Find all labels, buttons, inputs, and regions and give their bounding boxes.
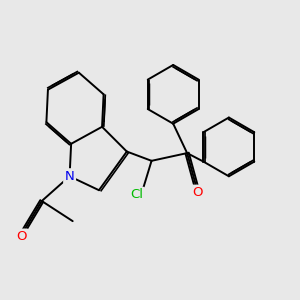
Text: N: N	[65, 170, 74, 183]
Text: O: O	[16, 230, 27, 243]
Text: Cl: Cl	[130, 188, 143, 201]
Text: O: O	[193, 186, 203, 199]
